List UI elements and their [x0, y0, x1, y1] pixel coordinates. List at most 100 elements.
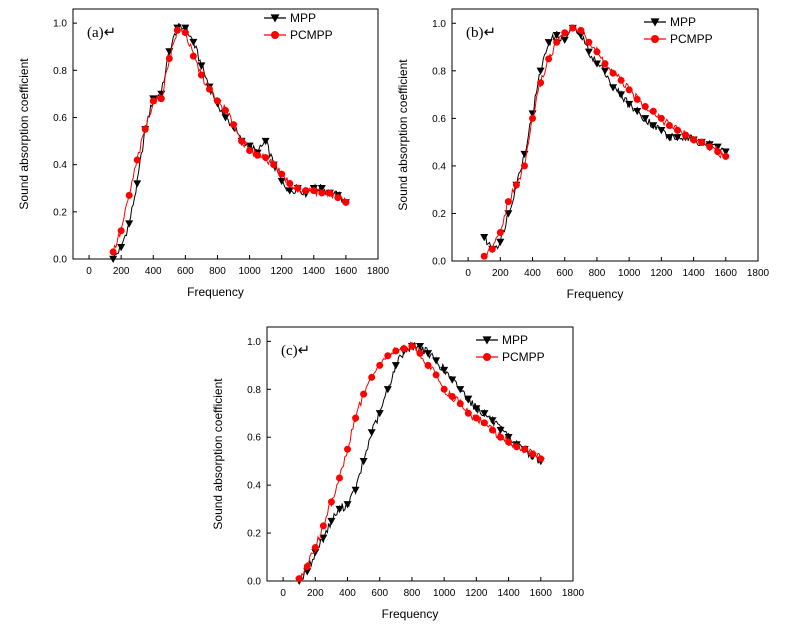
- data-point: [173, 26, 181, 34]
- data-point: [464, 395, 473, 403]
- data-point: [536, 67, 545, 75]
- x-tick-label: 1200: [650, 268, 673, 279]
- x-tick-label: 1000: [238, 266, 261, 277]
- legend: MPP PCMPP: [644, 15, 713, 46]
- data-point: [448, 392, 456, 400]
- data-point: [181, 24, 190, 32]
- data-point: [625, 86, 633, 94]
- x-axis-title: Frequency: [567, 287, 624, 301]
- data-point: [440, 385, 448, 393]
- x-tick-label: 200: [307, 588, 324, 599]
- chart-panel-2: 0 200 400 600 800 1000 1200 1400 1600 1800 0.0 0.2 0…: [396, 8, 770, 301]
- data-point: [221, 114, 230, 122]
- data-point: [109, 255, 118, 263]
- data-point: [625, 100, 634, 109]
- data-point: [456, 386, 465, 394]
- data-point: [344, 445, 352, 453]
- x-tick-label: 0: [280, 588, 286, 599]
- data-point: [488, 426, 496, 434]
- data-point: [189, 38, 198, 47]
- y-tick-label: 0.8: [432, 66, 446, 77]
- data-point: [504, 434, 513, 442]
- data-point: [432, 357, 441, 365]
- data-point: [609, 84, 618, 92]
- data-point: [633, 108, 642, 116]
- data-point: [392, 347, 400, 355]
- data-point: [601, 67, 609, 75]
- x-tick-label: 600: [556, 268, 573, 279]
- y-axis-title: Sound absorption coefficient: [396, 59, 410, 211]
- y-tick-label: 0.2: [432, 209, 446, 220]
- data-point: [238, 137, 246, 145]
- x-tick-label: 800: [209, 266, 226, 277]
- data-point: [165, 55, 173, 63]
- data-point: [682, 131, 690, 139]
- x-tick-label: 600: [177, 266, 194, 277]
- data-point: [181, 29, 189, 37]
- legend-label: PCMPP: [502, 350, 545, 364]
- y-axis-title: Sound absorption coefficient: [211, 378, 225, 530]
- legend-marker: [483, 353, 491, 361]
- data-point: [318, 189, 326, 197]
- data-point: [665, 134, 674, 142]
- data-point: [277, 177, 286, 186]
- data-point: [400, 345, 408, 353]
- legend-label: PCMPP: [290, 28, 333, 42]
- data-point: [303, 563, 311, 571]
- data-point: [537, 455, 545, 463]
- data-point: [205, 85, 213, 93]
- data-point: [109, 248, 117, 256]
- data-point: [593, 48, 601, 56]
- data-point: [432, 371, 440, 379]
- data-point: [496, 228, 504, 236]
- y-tick-label: 0.4: [53, 160, 67, 171]
- x-tick-label: 1600: [715, 268, 738, 279]
- data-point: [665, 121, 673, 129]
- x-tick-label: 1200: [465, 588, 488, 599]
- x-tick-label: 400: [339, 588, 356, 599]
- x-tick-label: 200: [492, 268, 509, 279]
- data-point: [529, 450, 537, 458]
- series-pcmpp: [109, 26, 350, 256]
- series-pcmpp: [295, 341, 545, 583]
- y-tick-label: 1.0: [53, 19, 67, 30]
- data-point: [302, 187, 310, 195]
- x-tick-label: 1800: [367, 266, 390, 277]
- legend-label: MPP: [290, 11, 316, 25]
- y-tick-label: 0.6: [247, 433, 261, 444]
- data-point: [311, 543, 319, 551]
- data-point: [464, 409, 472, 417]
- chart-panel-3: 0 200 400 600 800 1000 1200 1400 1600 1800 0.0 0.2 0…: [211, 326, 585, 621]
- x-tick-label: 0: [86, 266, 92, 277]
- data-point: [391, 362, 400, 370]
- x-tick-label: 600: [371, 588, 388, 599]
- y-tick-label: 1.0: [432, 19, 446, 30]
- y-tick-label: 0.6: [53, 113, 67, 124]
- data-point: [448, 376, 457, 384]
- data-point: [722, 152, 730, 160]
- legend-marker: [651, 35, 659, 43]
- data-point: [117, 227, 125, 235]
- data-point: [641, 102, 649, 110]
- x-tick-label: 400: [524, 268, 541, 279]
- data-point: [706, 143, 714, 151]
- data-point: [424, 350, 433, 358]
- data-point: [480, 410, 489, 418]
- data-point: [545, 55, 553, 63]
- data-point: [617, 76, 625, 84]
- x-tick-label: 1400: [497, 588, 520, 599]
- data-point: [319, 522, 327, 530]
- data-point: [335, 474, 343, 482]
- data-point: [521, 445, 529, 453]
- data-point: [440, 366, 449, 375]
- legend-label: MPP: [670, 15, 696, 29]
- legend-marker: [270, 14, 280, 23]
- x-axis-title: Frequency: [187, 285, 244, 299]
- data-point: [472, 414, 480, 422]
- data-point: [367, 429, 376, 437]
- x-tick-label: 0: [465, 268, 471, 279]
- x-tick-label: 800: [404, 588, 421, 599]
- chart-panel-1: 0 200 400 600 800 1000 1200 1400 1600 1800 0.0 0.2 0…: [17, 8, 390, 299]
- data-point: [245, 142, 254, 150]
